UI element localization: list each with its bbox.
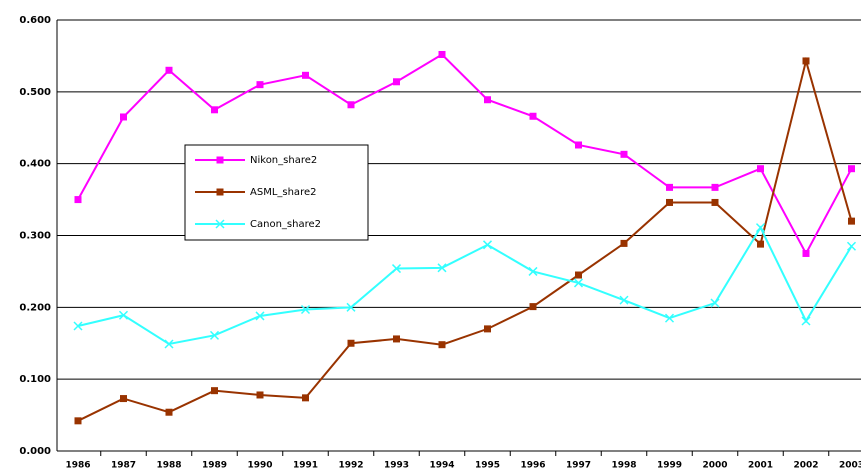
point-marker xyxy=(74,196,82,204)
point-marker xyxy=(848,165,855,173)
y-tick-label: 0.400 xyxy=(19,159,51,170)
x-tick-label: 2000 xyxy=(702,461,727,470)
point-marker xyxy=(120,395,127,403)
x-tick-label: 1997 xyxy=(566,461,591,470)
point-marker xyxy=(619,295,629,305)
y-tick-label: 0.500 xyxy=(19,87,51,98)
x-tick-label: 1996 xyxy=(520,461,545,470)
point-marker xyxy=(529,112,537,120)
point-marker xyxy=(164,339,174,349)
x-tick-label: 1991 xyxy=(293,461,318,470)
point-marker xyxy=(846,241,857,251)
legend-label: ASML_share2 xyxy=(250,187,316,198)
point-marker xyxy=(666,183,673,191)
point-marker xyxy=(801,316,811,326)
series-line xyxy=(77,57,853,422)
point-marker xyxy=(802,57,810,65)
point-marker xyxy=(529,303,537,311)
point-marker xyxy=(120,113,127,121)
y-tick-label: 0.300 xyxy=(19,231,51,242)
x-tick-label: 2001 xyxy=(748,461,773,470)
point-marker xyxy=(300,304,311,315)
x-tick-label: 1995 xyxy=(475,461,500,470)
series-line xyxy=(77,53,853,256)
point-marker xyxy=(438,341,446,349)
point-marker xyxy=(438,50,446,58)
point-marker xyxy=(573,278,584,288)
point-marker xyxy=(575,271,582,279)
point-marker xyxy=(482,240,493,250)
legend-marker xyxy=(215,219,225,229)
point-marker xyxy=(711,198,719,206)
point-marker xyxy=(73,321,83,331)
point-marker xyxy=(620,150,628,158)
x-tick-label: 1986 xyxy=(65,461,90,470)
point-marker xyxy=(255,311,265,321)
point-marker xyxy=(575,141,582,149)
legend-label: Nikon_share2 xyxy=(250,155,317,166)
y-tick-label: 0.000 xyxy=(19,446,51,457)
y-tick-label: 0.200 xyxy=(19,302,51,313)
legend-marker xyxy=(216,156,224,164)
point-marker xyxy=(757,240,764,248)
point-marker xyxy=(484,325,491,333)
x-tick-label: 1990 xyxy=(247,461,272,470)
point-marker xyxy=(620,239,628,247)
point-marker xyxy=(256,81,264,89)
point-marker xyxy=(256,391,264,399)
point-marker xyxy=(165,66,173,74)
point-marker xyxy=(666,198,673,206)
point-marker xyxy=(346,302,356,312)
x-tick-label: 1989 xyxy=(202,461,227,470)
x-tick-label: 1994 xyxy=(429,461,454,470)
x-tick-label: 2003 xyxy=(839,461,861,470)
point-marker xyxy=(711,183,719,191)
point-marker xyxy=(393,335,400,343)
point-marker xyxy=(211,387,218,395)
point-marker xyxy=(74,417,82,425)
point-marker xyxy=(302,71,309,79)
legend: Nikon_share2 ASML_share2 Canon_share2 xyxy=(184,144,369,241)
point-marker xyxy=(347,339,355,347)
x-tick-label: 1998 xyxy=(611,461,636,470)
point-marker xyxy=(484,96,491,104)
point-marker xyxy=(209,330,220,340)
point-marker xyxy=(757,165,764,173)
x-tick-label: 1992 xyxy=(338,461,363,470)
point-marker xyxy=(211,106,218,114)
point-marker xyxy=(755,223,766,233)
x-tick-label: 2002 xyxy=(793,461,818,470)
point-marker xyxy=(393,78,400,86)
point-marker xyxy=(118,310,129,320)
point-marker xyxy=(802,249,810,257)
y-tick-label: 0.600 xyxy=(19,15,51,26)
x-tick-label: 1988 xyxy=(156,461,181,470)
series-line xyxy=(77,225,853,346)
point-marker xyxy=(437,263,447,273)
point-marker xyxy=(302,394,309,402)
point-marker xyxy=(165,408,173,416)
point-marker xyxy=(391,264,402,274)
point-marker xyxy=(848,217,855,225)
legend-label: Canon_share2 xyxy=(250,219,321,230)
point-marker xyxy=(664,313,675,323)
y-tick-label: 0.100 xyxy=(19,374,51,385)
point-marker xyxy=(528,266,538,276)
point-marker xyxy=(710,298,720,308)
legend-marker xyxy=(216,188,224,196)
point-marker xyxy=(347,101,355,109)
x-tick-label: 1999 xyxy=(657,461,682,470)
x-tick-label: 1987 xyxy=(111,461,136,470)
x-tick-label: 1993 xyxy=(384,461,409,470)
